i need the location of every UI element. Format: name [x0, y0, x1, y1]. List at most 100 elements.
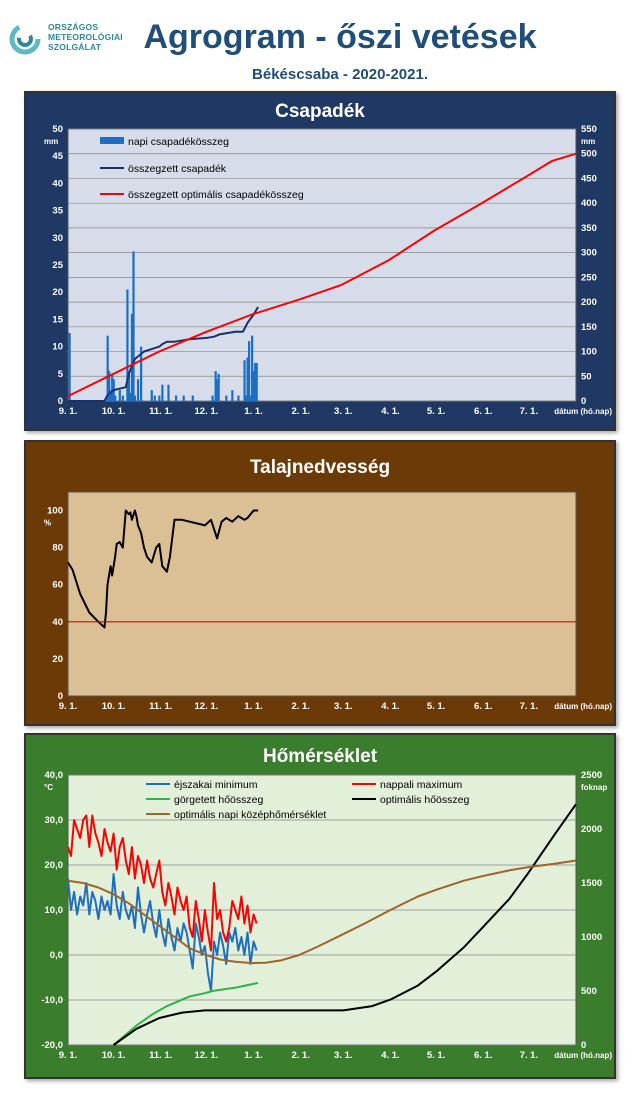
- y-tick-label: 25: [52, 260, 63, 271]
- bar: [225, 395, 228, 401]
- y-tick-label: -20,0: [41, 1040, 63, 1051]
- y-tick-label: 0,0: [50, 950, 63, 961]
- y2-tick-label: 400: [581, 198, 597, 209]
- x-tick-label: 5. 1.: [427, 406, 446, 417]
- x-tick-label: 12. 1.: [195, 701, 219, 712]
- logo-text: ORSZÁGOS METEOROLÓGIAI SZOLGÁLAT: [48, 22, 123, 52]
- x-tick-label: 11. 1.: [149, 1050, 172, 1061]
- y-tick-label: 40: [52, 178, 63, 189]
- bar: [252, 371, 255, 401]
- bar: [255, 362, 258, 401]
- x-tick-label: 12. 1.: [195, 406, 219, 417]
- x-tick-label: 6. 1.: [474, 701, 493, 712]
- y-tick-label: 40: [52, 617, 63, 628]
- y-axis-unit: %: [44, 519, 51, 528]
- bar: [150, 390, 153, 401]
- y2-tick-label: 500: [581, 149, 597, 160]
- y-tick-label: -10,0: [41, 995, 63, 1006]
- y2-tick-label: 50: [581, 371, 592, 382]
- x-axis-unit: dátum (hó.nap): [554, 702, 612, 711]
- y-axis-unit: mm: [44, 137, 58, 146]
- logo-line-1: ORSZÁGOS: [48, 22, 99, 32]
- plot-area: [67, 491, 577, 697]
- x-tick-label: 6. 1.: [474, 1050, 493, 1061]
- page-title: Agrogram - őszi vetések: [143, 18, 537, 56]
- bar: [174, 395, 178, 401]
- x-tick-label: 10. 1.: [102, 1050, 126, 1061]
- bar: [243, 360, 246, 401]
- x-tick-label: 5. 1.: [427, 1050, 446, 1061]
- bar: [158, 395, 161, 401]
- series-line: [67, 152, 577, 397]
- precipitation-chart: Csapadék 0 5 10 15 20 25 30 35 40 45 50 mm 0 50 100 150…: [44, 101, 612, 417]
- chart-title: Hőmérséklet: [263, 746, 378, 767]
- y2-tick-label: 150: [581, 322, 597, 333]
- x-axis-unit: dátum (hó.nap): [554, 1051, 612, 1060]
- legend-entry: napi csapadékösszeg: [128, 136, 229, 148]
- x-tick-label: 5. 1.: [427, 701, 446, 712]
- bar: [251, 335, 254, 401]
- legend-entry: éjszakai minimum: [174, 779, 258, 791]
- y2-tick-label: 200: [581, 297, 597, 308]
- y2-tick-label: 1500: [581, 878, 602, 889]
- x-tick-label: 1. 1.: [244, 1050, 263, 1061]
- x-tick-label: 3. 1.: [334, 701, 353, 712]
- x-tick-label: 9. 1.: [59, 406, 78, 417]
- legend-entry: görgetett hőösszeg: [174, 794, 263, 806]
- x-tick-label: 9. 1.: [59, 701, 78, 712]
- y2-tick-label: 450: [581, 173, 597, 184]
- bar: [136, 379, 140, 401]
- x-tick-label: 4. 1.: [381, 701, 400, 712]
- y2-tick-label: 550: [581, 124, 597, 135]
- soil-moisture-chart: Talajnedvesség 0 20 40 60 80 100% 9. 1. 10. 1. 1…: [44, 457, 612, 712]
- y2-tick-label: 2500: [581, 770, 602, 781]
- x-tick-label: 3. 1.: [334, 1050, 353, 1061]
- series-line: [112, 981, 259, 1046]
- y2-tick-label: 100: [581, 347, 597, 358]
- y2-tick-label: 500: [581, 986, 597, 997]
- y2-tick-label: 300: [581, 248, 597, 259]
- bar: [127, 373, 131, 401]
- logo-swirl-icon: [9, 23, 41, 55]
- bar: [237, 395, 240, 401]
- bar: [244, 395, 248, 401]
- bar: [191, 395, 194, 401]
- series-line: [67, 859, 577, 965]
- bar: [109, 390, 112, 401]
- x-tick-label: 2. 1.: [291, 701, 310, 712]
- series-line: [68, 306, 259, 402]
- bar: [140, 346, 143, 401]
- y2-tick-label: 2000: [581, 824, 602, 835]
- y-tick-label: 30: [52, 233, 63, 244]
- soil-moisture-panel: Talajnedvesség 0 20 40 60 80 100% 9. 1. 10. 1. 1…: [24, 440, 616, 726]
- legend-swatch: [100, 137, 124, 144]
- y-tick-label: 45: [52, 151, 63, 162]
- bar: [214, 371, 217, 401]
- x-tick-label: 2. 1.: [291, 1050, 310, 1061]
- y2-tick-label: 250: [581, 272, 597, 283]
- y2-tick-label: 350: [581, 223, 597, 234]
- y-tick-label: 50: [52, 124, 63, 135]
- y-axis-unit: °C: [44, 783, 53, 792]
- bar: [111, 373, 114, 401]
- legend-entry: optimális napi középhőmérséklet: [174, 809, 326, 821]
- series-line: [67, 509, 259, 629]
- bar: [106, 335, 109, 401]
- x-tick-label: 7. 1.: [520, 1050, 539, 1061]
- x-axis-unit: dátum (hó.nap): [554, 407, 612, 416]
- y-tick-label: 60: [52, 580, 63, 591]
- bar: [211, 395, 214, 401]
- x-tick-label: 4. 1.: [381, 406, 400, 417]
- x-tick-label: 10. 1.: [102, 701, 126, 712]
- bar: [132, 251, 135, 401]
- bar: [182, 395, 185, 401]
- bar: [68, 333, 71, 401]
- bar: [126, 289, 129, 401]
- bar: [216, 379, 219, 401]
- y-tick-label: 0: [58, 691, 63, 702]
- omsz-logo: ORSZÁGOS METEOROLÓGIAI SZOLGÁLAT: [8, 22, 138, 58]
- y-tick-label: 10: [52, 342, 63, 353]
- series-line: [113, 803, 577, 1046]
- y-tick-label: 15: [52, 314, 63, 325]
- x-tick-label: 10. 1.: [102, 406, 126, 417]
